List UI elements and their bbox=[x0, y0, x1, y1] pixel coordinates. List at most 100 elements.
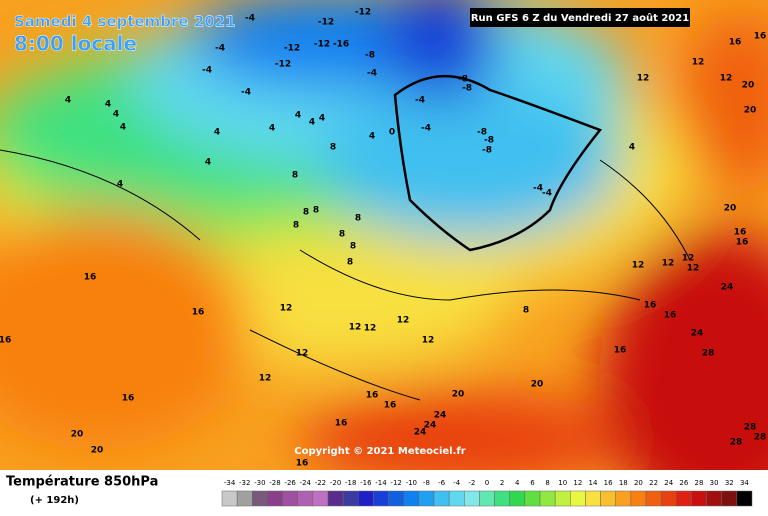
contour-label: 24 bbox=[424, 421, 437, 431]
colorbar-swatch bbox=[615, 490, 632, 507]
colorbar-swatch bbox=[660, 490, 677, 507]
colorbar-swatch bbox=[418, 490, 435, 507]
colorbar-label: -22 bbox=[315, 479, 326, 487]
contour-label: 12 bbox=[259, 374, 272, 384]
copyright: Copyright © 2021 Meteociel.fr bbox=[294, 446, 465, 457]
contour-label: 4 bbox=[113, 110, 119, 120]
colorbar-swatch bbox=[403, 490, 420, 507]
colorbar: -34 -32 -30 -28 -26 -24 -22 -20 -18 -16 -14 -12 -10-… bbox=[221, 479, 753, 507]
colorbar-label: 2 bbox=[500, 479, 504, 487]
colorbar-label: -20 bbox=[330, 479, 341, 487]
colorbar-label: 10 bbox=[558, 479, 567, 487]
contour-label: 12 bbox=[397, 316, 410, 326]
contour-label: -12 bbox=[284, 44, 300, 54]
colorbar-label: -28 bbox=[269, 479, 280, 487]
colorbar-swatch bbox=[645, 490, 662, 507]
contour-label: 4 bbox=[629, 143, 635, 153]
contour-label: 20 bbox=[531, 380, 544, 390]
contour-label: -8 bbox=[462, 84, 472, 94]
colorbar-label: -18 bbox=[345, 479, 356, 487]
colorbar-swatch bbox=[539, 490, 556, 507]
contour-label: 12 bbox=[662, 259, 675, 269]
colorbar-label: -16 bbox=[360, 479, 372, 487]
contour-label: 8 bbox=[303, 208, 309, 218]
contour-label: -4 bbox=[241, 88, 251, 98]
contour-label: 12 bbox=[364, 324, 377, 334]
contour-label: -4 bbox=[367, 69, 377, 79]
colorbar-label: 4 bbox=[515, 479, 520, 487]
colorbar-swatch bbox=[464, 490, 480, 507]
colorbar-label: -12 bbox=[390, 479, 401, 487]
contour-label: 16 bbox=[384, 401, 397, 411]
contour-label: -8 bbox=[458, 75, 468, 85]
contour-label: 8 bbox=[313, 206, 319, 216]
contour-label: -8 bbox=[477, 128, 487, 138]
contour-labels: -4 -12-12-4 -12 -12 -16-8-12-4-4-4-8-8-44 444… bbox=[0, 8, 766, 469]
contour-label: 4 bbox=[309, 118, 315, 128]
contour-label: 16 bbox=[614, 346, 627, 356]
contour-label: 20 bbox=[452, 390, 465, 400]
colorbar-label: 18 bbox=[619, 479, 628, 487]
contour-label: 28 bbox=[702, 349, 715, 359]
contour-label: 8 bbox=[355, 214, 361, 224]
contour-label: 4 bbox=[117, 180, 123, 190]
colorbar-label: -4 bbox=[453, 479, 461, 487]
contour-label: -8 bbox=[365, 51, 375, 61]
colorbar-label: 0 bbox=[485, 479, 489, 487]
contour-label: -4 bbox=[415, 96, 425, 106]
contour-label: 12 bbox=[682, 254, 695, 264]
contour-label: 20 bbox=[91, 446, 104, 456]
contour-label: 12 bbox=[632, 261, 645, 271]
colorbar-swatch bbox=[479, 490, 495, 507]
contour-label: 16 bbox=[84, 273, 97, 283]
contour-label: -4 bbox=[245, 14, 255, 24]
run-info: Run GFS 6 Z du Vendredi 27 août 2021 bbox=[471, 12, 689, 24]
contour-label: 16 bbox=[644, 301, 657, 311]
contour-label: 16 bbox=[296, 459, 309, 469]
contour-label: -4 bbox=[215, 44, 225, 54]
footer-lead: (+ 192h) bbox=[30, 495, 79, 506]
contour-label: 8 bbox=[292, 171, 298, 181]
contour-label: 16 bbox=[754, 32, 767, 42]
colorbar-swatch bbox=[342, 490, 359, 507]
contour-label: 4 bbox=[120, 123, 126, 133]
colorbar-label: 12 bbox=[573, 479, 582, 487]
contour-label: 24 bbox=[434, 411, 447, 421]
colorbar-label: 14 bbox=[589, 479, 598, 487]
colorbar-swatch bbox=[252, 490, 268, 507]
contour-label: 4 bbox=[214, 128, 220, 138]
colorbar-label: 26 bbox=[679, 479, 688, 487]
colorbar-swatch bbox=[221, 490, 238, 507]
contour-label: 16 bbox=[736, 238, 749, 248]
contour-label: 12 bbox=[296, 349, 309, 359]
colorbar-swatch bbox=[585, 490, 601, 507]
colorbar-swatch bbox=[267, 490, 283, 507]
colorbar-label: 20 bbox=[634, 479, 643, 487]
colorbar-label: -26 bbox=[284, 479, 296, 487]
contour-label: 4 bbox=[205, 158, 211, 168]
colorbar-label: 22 bbox=[649, 479, 658, 487]
contour-label: 8 bbox=[339, 230, 345, 240]
colorbar-label: 32 bbox=[725, 479, 734, 487]
colorbar-label: 6 bbox=[530, 479, 535, 487]
valid-time: 8:00 locale bbox=[14, 32, 137, 56]
contour-label: -8 bbox=[484, 136, 494, 146]
contour-label: 4 bbox=[65, 96, 71, 106]
colorbar-swatch bbox=[327, 490, 344, 507]
colorbar-swatch bbox=[676, 490, 692, 507]
contour-label: -4 bbox=[421, 124, 431, 134]
contour-label: 16 bbox=[729, 38, 742, 48]
colorbar-swatch bbox=[706, 490, 722, 507]
colorbar-swatch bbox=[494, 490, 510, 507]
colorbar-label: -32 bbox=[239, 479, 250, 487]
contour-label: 16 bbox=[664, 311, 677, 321]
contour-label: -16 bbox=[333, 40, 349, 50]
colorbar-swatch bbox=[433, 490, 450, 507]
colorbar-swatch bbox=[509, 490, 526, 507]
contour-label: 8 bbox=[347, 258, 353, 268]
contour-label: 8 bbox=[330, 143, 336, 153]
colorbar-label: 8 bbox=[545, 479, 549, 487]
contour-label: 4 bbox=[105, 100, 111, 110]
